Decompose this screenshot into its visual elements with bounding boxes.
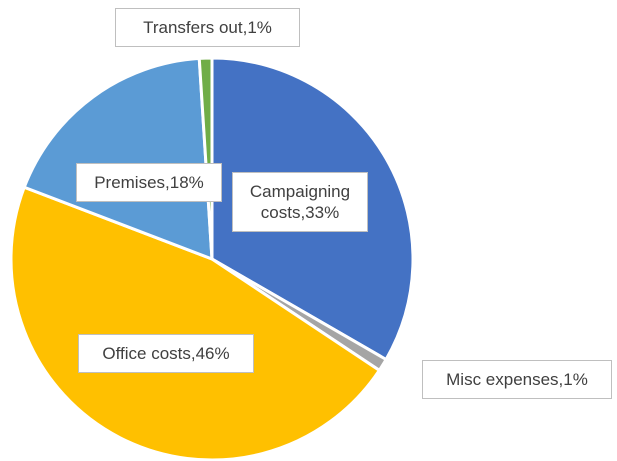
data-label: Misc expenses,1% — [422, 360, 612, 399]
pie-slice — [22, 56, 214, 262]
data-label: Premises,18% — [76, 163, 222, 202]
pie-slice — [9, 185, 382, 461]
pie-slice — [197, 56, 214, 260]
data-label: Office costs,46% — [78, 334, 254, 373]
data-label: Transfers out,1% — [115, 8, 300, 47]
data-label: Campaigning costs,33% — [232, 172, 368, 232]
